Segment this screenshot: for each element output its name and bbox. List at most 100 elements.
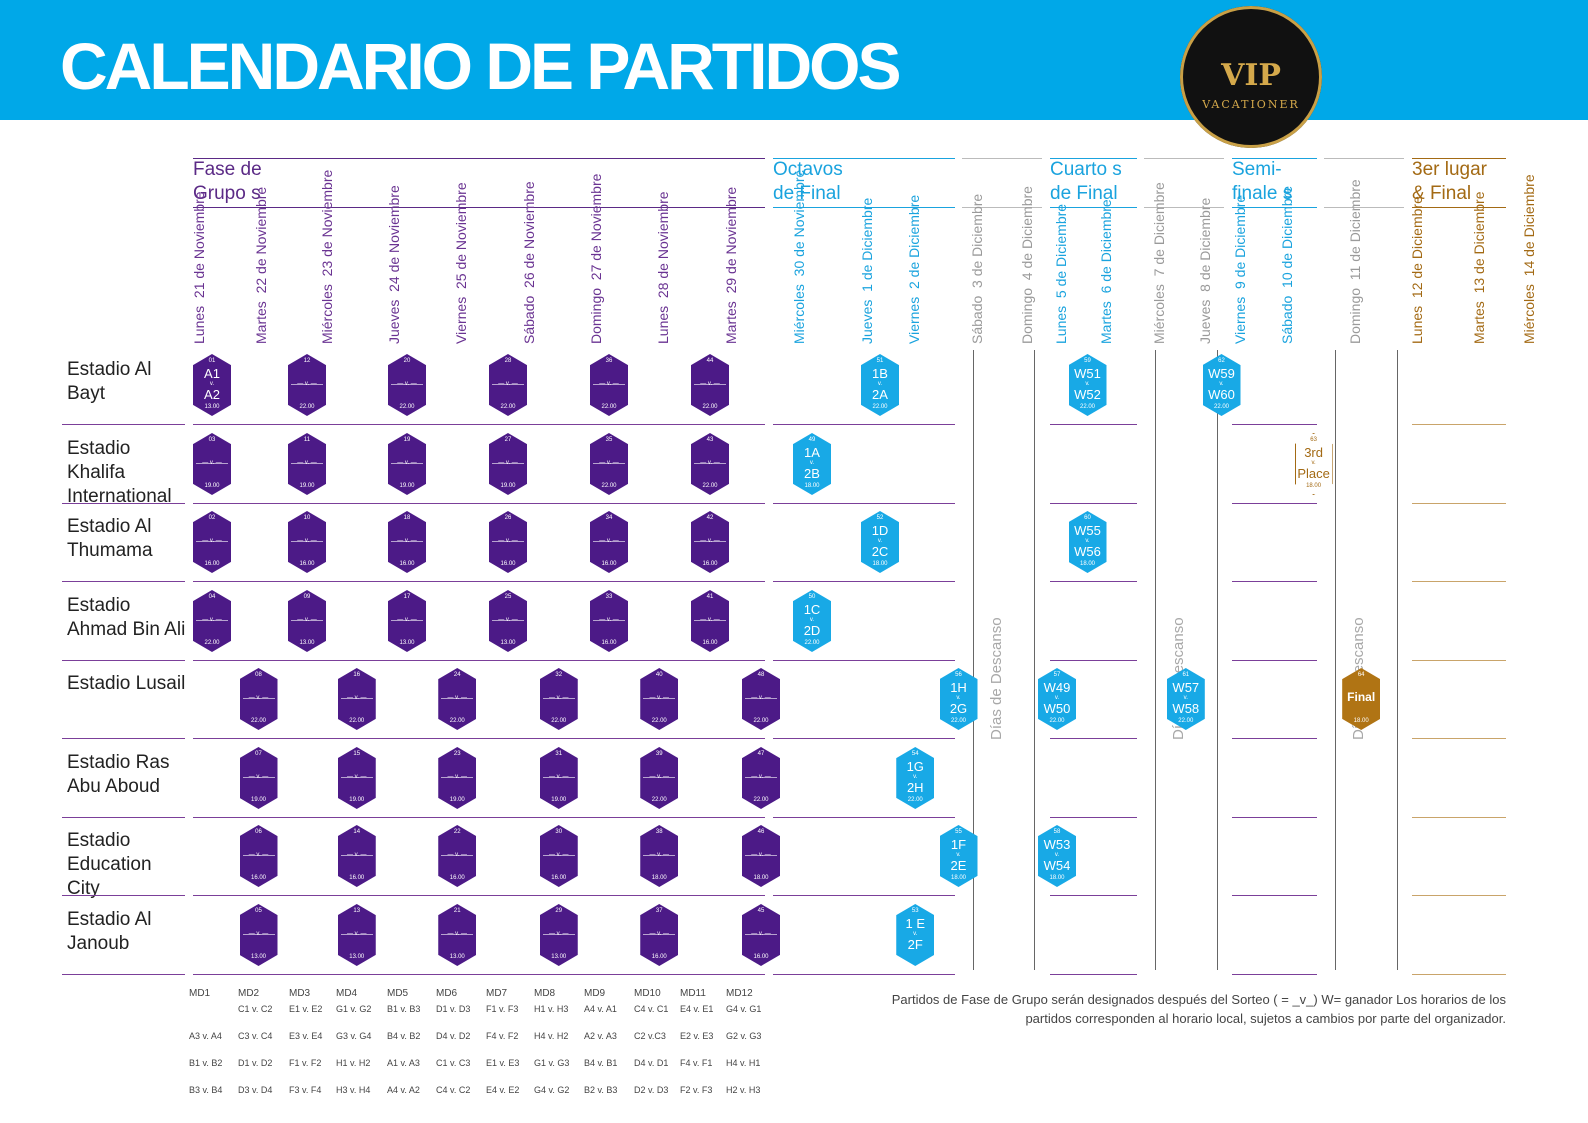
- row-divider: [62, 738, 185, 739]
- match-time: 18.00: [804, 483, 820, 489]
- match-hexagon: 33— v. —16.00: [590, 590, 628, 652]
- match-line: [593, 620, 625, 621]
- match-hexagon: 30— v. —16.00: [539, 825, 578, 887]
- match-team-bottom: 2D: [803, 623, 821, 638]
- matchday-game: F3 v. F4: [289, 1085, 322, 1095]
- date-label: Jueves 1 de Diciembre: [859, 197, 875, 344]
- row-divider: [1232, 974, 1317, 975]
- rest-mid-line: [962, 207, 1042, 208]
- matchday-label: MD5: [387, 988, 409, 999]
- match-number: 62: [1218, 358, 1225, 364]
- match-number: 55: [955, 829, 962, 835]
- match-time: 16.00: [250, 875, 266, 881]
- match-number: 41: [706, 594, 714, 600]
- match-team-top: 1F: [950, 837, 967, 852]
- match-number: 12: [303, 358, 311, 364]
- match-hexagon: 04— v. —22.00: [193, 590, 231, 652]
- match-time: 22.00: [950, 718, 966, 724]
- match-versus: v.: [809, 617, 815, 623]
- phase-mid-line: [773, 207, 955, 208]
- match-time: 22.00: [1178, 718, 1194, 724]
- match-line: [492, 384, 524, 385]
- match-hexagon: 60 W55 v. W56 18.00: [1068, 511, 1107, 573]
- match-time: 18.00: [1353, 718, 1369, 724]
- match-time: 19.00: [449, 797, 465, 803]
- match-hexagon: 14— v. —16.00: [337, 825, 376, 887]
- match-time: 19.00: [551, 797, 567, 803]
- match-hexagon: 16— v. —22.00: [337, 668, 376, 730]
- footer-note: Partidos de Fase de Grupo serán designad…: [891, 992, 1506, 1026]
- match-number: 42: [706, 515, 714, 521]
- match-number: 05: [255, 908, 262, 914]
- match-number: 58: [1053, 829, 1061, 835]
- phase-mid-line: [1050, 207, 1137, 208]
- match-number: 27: [504, 437, 512, 443]
- match-time: 13.00: [204, 404, 220, 410]
- match-number: 63: [1310, 437, 1317, 443]
- matchday-label: MD8: [534, 988, 556, 999]
- row-divider: [773, 424, 955, 425]
- rest-vline: [1217, 350, 1218, 970]
- match-hexagon: 23— v. —19.00: [438, 747, 477, 809]
- match-time: 18.00: [950, 875, 966, 881]
- matchday-game: G1 v. G2: [336, 1004, 372, 1014]
- matchday-label: MD10: [634, 988, 661, 999]
- row-divider: [1050, 424, 1137, 425]
- match-line: [542, 777, 575, 778]
- row-divider: [1412, 974, 1506, 975]
- match-line: [542, 698, 575, 699]
- rest-top-line: [1324, 158, 1404, 159]
- match-hexagon: 63 3rd v. Place 18.00: [1294, 433, 1333, 495]
- row-divider: [1232, 581, 1317, 582]
- matchday-game: G2 v. G3: [726, 1031, 762, 1041]
- match-team-top: 3rd: [1304, 445, 1323, 460]
- match-time: 22.00: [702, 483, 718, 489]
- match-number: 48: [757, 672, 765, 678]
- match-line: [391, 384, 423, 385]
- match-time: 22.00: [349, 718, 365, 724]
- match-team-bottom: W58: [1172, 701, 1200, 716]
- match-hexagon: 38— v. —18.00: [640, 825, 679, 887]
- match-line: [492, 541, 524, 542]
- match-hexagon: 08— v. —22.00: [239, 668, 278, 730]
- match-team-bottom: 2E: [950, 858, 967, 873]
- stadium-name: Estadio Al Janoub: [67, 909, 152, 954]
- rest-days-label: Días de Descanso: [988, 617, 1005, 740]
- match-hexagon: 40— v. —22.00: [640, 668, 679, 730]
- match-time: 22.00: [601, 483, 617, 489]
- match-number: 01: [208, 358, 216, 364]
- match-time: 16.00: [753, 954, 769, 960]
- match-number: 09: [303, 594, 311, 600]
- row-divider: [1232, 817, 1317, 818]
- match-hexagon: 21— v. —13.00: [438, 904, 477, 966]
- row-divider: [1050, 503, 1137, 504]
- match-line: [242, 855, 275, 856]
- match-line: [291, 463, 323, 464]
- matchday-game: H4 v. H2: [534, 1031, 569, 1041]
- match-number: 28: [504, 358, 512, 364]
- match-number: 38: [655, 829, 663, 835]
- match-number: 21: [453, 908, 461, 914]
- row-divider: [1232, 503, 1317, 504]
- rest-top-line: [1144, 158, 1224, 159]
- phase-label: Fase de Grupo s: [193, 159, 262, 204]
- match-line: [694, 541, 726, 542]
- match-hexagon: 36— v. —22.00: [590, 354, 628, 416]
- date-label: Sábado 3 de Diciembre: [969, 193, 985, 344]
- match-versus: v.: [1183, 695, 1188, 701]
- match-time: 22.00: [551, 718, 567, 724]
- row-divider: [773, 503, 955, 504]
- stadium-name: Estadio Al Bayt: [67, 359, 152, 404]
- match-line: [593, 541, 625, 542]
- matchday-label: MD9: [584, 988, 606, 999]
- match-team-top: W57: [1172, 680, 1200, 695]
- date-label: Domingo 11 de Diciembre: [1347, 179, 1363, 344]
- match-time: 13.00: [500, 640, 516, 646]
- matchday-game: F1 v. F2: [289, 1058, 322, 1068]
- match-versus: v.: [209, 381, 215, 387]
- match-versus: v.: [1219, 381, 1224, 387]
- match-hexagon: 52 1D v. 2C 18.00: [861, 511, 899, 573]
- match-hexagon: 19— v. —19.00: [388, 433, 426, 495]
- match-time: 16.00: [204, 561, 220, 567]
- date-label: Viernes 2 de Diciembre: [906, 194, 922, 344]
